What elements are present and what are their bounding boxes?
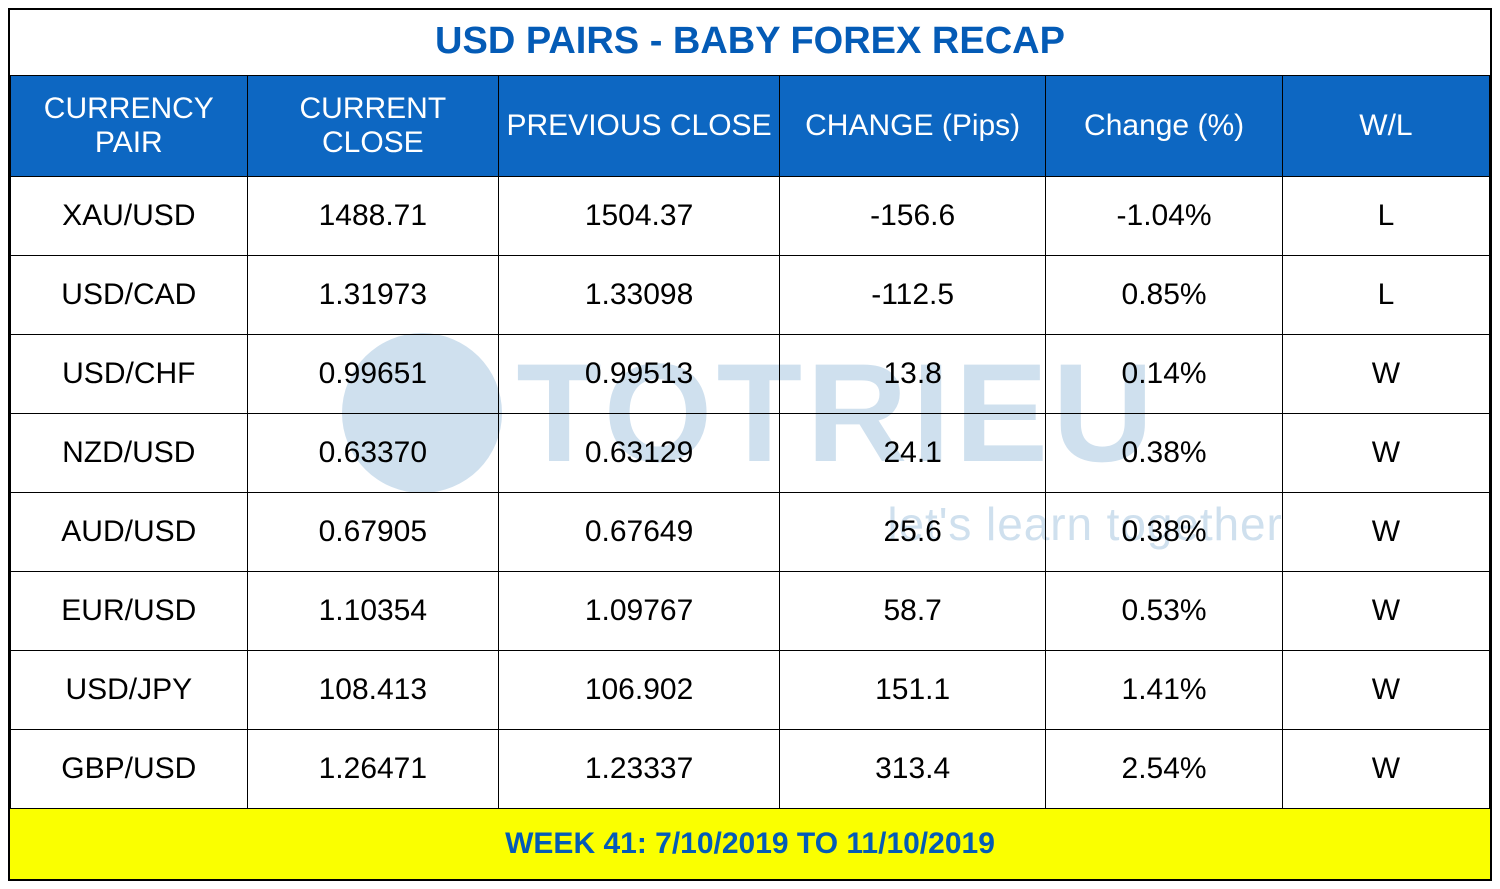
- table-cell: 0.38%: [1046, 493, 1283, 572]
- table-footer: WEEK 41: 7/10/2019 TO 11/10/2019: [10, 809, 1490, 879]
- table-cell: W: [1282, 572, 1489, 651]
- column-header: PREVIOUS CLOSE: [499, 76, 780, 177]
- table-cell: 24.1: [780, 414, 1046, 493]
- table-cell: 1.23337: [499, 730, 780, 809]
- table-cell: W: [1282, 414, 1489, 493]
- table-cell: 58.7: [780, 572, 1046, 651]
- table-cell: 1.10354: [247, 572, 498, 651]
- column-header: Change (%): [1046, 76, 1283, 177]
- table-cell: -156.6: [780, 177, 1046, 256]
- table-cell: 0.67649: [499, 493, 780, 572]
- forex-recap-table-container: USD PAIRS - BABY FOREX RECAP TOTRIEU let…: [8, 8, 1492, 881]
- table-cell: 0.67905: [247, 493, 498, 572]
- table-cell: 0.63129: [499, 414, 780, 493]
- table-cell: 0.38%: [1046, 414, 1283, 493]
- table-cell: EUR/USD: [11, 572, 248, 651]
- table-cell: 0.63370: [247, 414, 498, 493]
- table-cell: 13.8: [780, 335, 1046, 414]
- column-header: CURRENT CLOSE: [247, 76, 498, 177]
- table-cell: 0.14%: [1046, 335, 1283, 414]
- table-cell: 0.85%: [1046, 256, 1283, 335]
- table-row: GBP/USD1.264711.23337313.42.54%W: [11, 730, 1490, 809]
- table-cell: 1.26471: [247, 730, 498, 809]
- table-cell: W: [1282, 730, 1489, 809]
- table-cell: 0.99513: [499, 335, 780, 414]
- table-cell: USD/CHF: [11, 335, 248, 414]
- table-cell: 0.53%: [1046, 572, 1283, 651]
- table-cell: XAU/USD: [11, 177, 248, 256]
- table-cell: -1.04%: [1046, 177, 1283, 256]
- table-cell: W: [1282, 335, 1489, 414]
- table-cell: 106.902: [499, 651, 780, 730]
- table-row: USD/CAD1.319731.33098-112.50.85%L: [11, 256, 1490, 335]
- table-row: XAU/USD1488.711504.37-156.6-1.04%L: [11, 177, 1490, 256]
- table-cell: 1.41%: [1046, 651, 1283, 730]
- table-cell: W: [1282, 651, 1489, 730]
- table-cell: L: [1282, 177, 1489, 256]
- table-row: EUR/USD1.103541.0976758.70.53%W: [11, 572, 1490, 651]
- table-cell: 1.33098: [499, 256, 780, 335]
- forex-table: CURRENCY PAIRCURRENT CLOSEPREVIOUS CLOSE…: [10, 75, 1490, 809]
- table-cell: NZD/USD: [11, 414, 248, 493]
- column-header: CURRENCY PAIR: [11, 76, 248, 177]
- table-row: USD/JPY108.413106.902151.11.41%W: [11, 651, 1490, 730]
- table-cell: -112.5: [780, 256, 1046, 335]
- table-cell: USD/CAD: [11, 256, 248, 335]
- table-cell: 2.54%: [1046, 730, 1283, 809]
- table-cell: 25.6: [780, 493, 1046, 572]
- table-cell: 1.31973: [247, 256, 498, 335]
- table-cell: 1488.71: [247, 177, 498, 256]
- table-row: USD/CHF0.996510.9951313.80.14%W: [11, 335, 1490, 414]
- table-cell: 313.4: [780, 730, 1046, 809]
- table-cell: AUD/USD: [11, 493, 248, 572]
- table-cell: W: [1282, 493, 1489, 572]
- column-header: CHANGE (Pips): [780, 76, 1046, 177]
- table-cell: 108.413: [247, 651, 498, 730]
- table-cell: 0.99651: [247, 335, 498, 414]
- table-cell: GBP/USD: [11, 730, 248, 809]
- column-header: W/L: [1282, 76, 1489, 177]
- table-cell: 1.09767: [499, 572, 780, 651]
- table-cell: USD/JPY: [11, 651, 248, 730]
- table-title: USD PAIRS - BABY FOREX RECAP: [10, 10, 1490, 75]
- table-cell: 151.1: [780, 651, 1046, 730]
- table-cell: L: [1282, 256, 1489, 335]
- table-header-row: CURRENCY PAIRCURRENT CLOSEPREVIOUS CLOSE…: [11, 76, 1490, 177]
- table-row: NZD/USD0.633700.6312924.10.38%W: [11, 414, 1490, 493]
- table-row: AUD/USD0.679050.6764925.60.38%W: [11, 493, 1490, 572]
- table-cell: 1504.37: [499, 177, 780, 256]
